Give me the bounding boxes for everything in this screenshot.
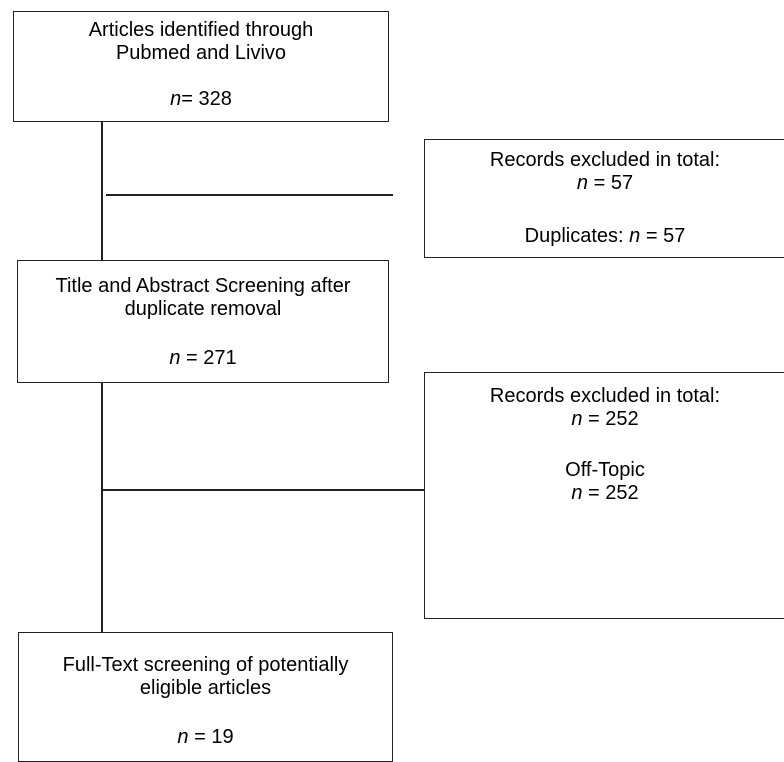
screening-count: n = 271	[169, 347, 237, 369]
excluded-duplicates-count: n = 57	[576, 172, 634, 194]
fulltext-box: Full-Text screening of potentially eligi…	[18, 632, 393, 762]
excluded-duplicates-title: Records excluded in total:	[489, 149, 721, 171]
connector-screening-to-fulltext	[101, 382, 103, 633]
identified-line1: Articles identified through	[88, 19, 314, 41]
connector-identified-to-screening	[101, 121, 103, 260]
fulltext-count: n = 19	[177, 726, 234, 748]
excluded-duplicates-detail: Duplicates: n = 57	[524, 225, 686, 247]
excluded-offtopic-count: n = 252	[571, 408, 639, 430]
screening-line2: duplicate removal	[124, 298, 282, 320]
excluded-offtopic-label: Off-Topic	[565, 459, 645, 481]
excluded-duplicates-box: Records excluded in total: n = 57 Duplic…	[424, 139, 784, 258]
screening-box: Title and Abstract Screening after dupli…	[17, 260, 389, 383]
screening-line1: Title and Abstract Screening after	[55, 275, 351, 297]
identified-line2: Pubmed and Livivo	[115, 42, 287, 64]
connector-branch-offtopic	[101, 489, 425, 491]
connector-branch-duplicates	[106, 194, 393, 196]
excluded-offtopic-title: Records excluded in total:	[489, 385, 721, 407]
fulltext-line1: Full-Text screening of potentially	[62, 654, 349, 676]
excluded-offtopic-box: Records excluded in total: n = 252 Off-T…	[424, 372, 784, 619]
identified-count: n= 328	[170, 88, 232, 110]
fulltext-line2: eligible articles	[139, 677, 272, 699]
identified-box: Articles identified through Pubmed and L…	[13, 11, 389, 122]
excluded-offtopic-detail-count: n = 252	[571, 482, 639, 504]
